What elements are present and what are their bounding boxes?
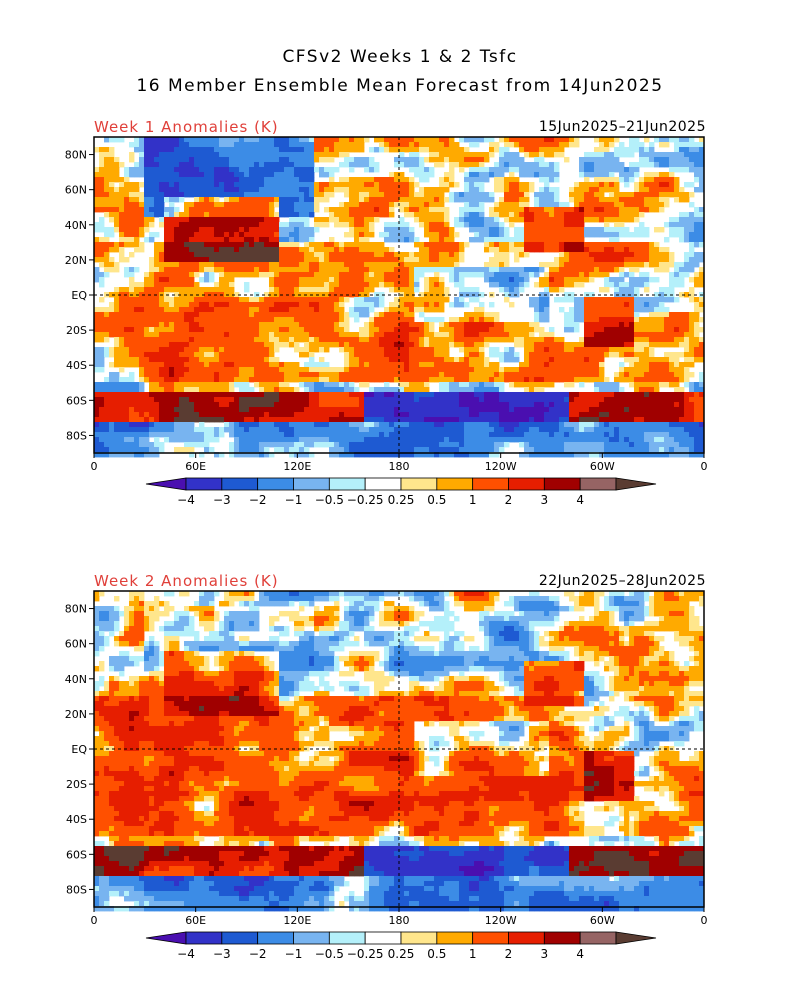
colorbar-swatch [257,477,294,491]
lon-label: 0 [91,460,98,473]
colorbar-low-arrow [145,477,187,491]
panel1-label: Week 1 Anomalies (K) [94,118,279,136]
colorbar-swatch [543,931,581,945]
colorbar-label: −1 [285,493,303,507]
colorbar-swatch [436,931,474,945]
lat-label: 20N [65,708,87,721]
colorbar-label: 0.25 [388,947,415,961]
lon-label: 120E [283,914,311,927]
colorbar-label: −2 [249,947,267,961]
colorbar-label: 0.5 [427,493,446,507]
colorbar-swatch [400,477,438,491]
lon-label: 60E [185,460,206,473]
colorbar-swatch [364,477,402,491]
colorbar-label: 0.5 [427,947,446,961]
lon-label: 120E [283,460,311,473]
colorbar-label: 4 [576,947,584,961]
lon-label: 0 [701,914,708,927]
colorbar-swatch [472,931,509,945]
map-panel-1 [94,137,705,458]
colorbar-label: −2 [249,493,267,507]
colorbar-swatch [364,931,402,945]
lat-label: 80N [65,603,87,616]
panel1-dates: 15Jun2025–21Jun2025 [538,119,706,135]
colorbar-swatch [185,477,223,491]
lat-label: 80S [66,883,87,896]
colorbar-label: 2 [505,947,513,961]
lat-label: 40S [66,813,87,826]
colorbar-label: 1 [469,493,477,507]
lon-label: 0 [91,914,98,927]
colorbar-swatch [185,931,223,945]
colorbar-swatch [543,477,581,491]
lon-label: 120W [485,914,517,927]
colorbar: −4 −3 −2 −1 −0.5 −0.25 0.25 0.5 1 2 3 4 [145,477,657,507]
colorbar-label: 4 [576,493,584,507]
lat-label: 60S [66,848,87,861]
colorbar-label: −4 [177,493,195,507]
lat-label: 20S [66,324,87,337]
lat-label: EQ [71,743,87,756]
colorbar-swatch [400,931,438,945]
lon-label: 120W [485,460,517,473]
colorbar-swatch [508,477,545,491]
lat-label: 60N [65,638,87,651]
lat-label: 80N [65,149,87,162]
lon-label: 180 [389,914,410,927]
colorbar-label: 3 [541,947,549,961]
colorbar-swatch [257,931,294,945]
colorbar-swatch [472,477,509,491]
colorbar-low-arrow [145,931,187,945]
colorbar-swatch [293,931,330,945]
colorbar-label: 2 [505,493,513,507]
lat-label: 40N [65,219,87,232]
colorbar-swatch [328,477,366,491]
colorbar-label: 3 [541,493,549,507]
colorbar-swatch [293,477,330,491]
colorbar: −4 −3 −2 −1 −0.5 −0.25 0.25 0.5 1 2 3 4 [145,931,657,961]
lat-label: EQ [71,289,87,302]
lat-label: 80S [66,429,87,442]
figure-title: CFSv2 Weeks 1 & 2 Tsfc [282,47,518,67]
colorbar-label: 1 [469,947,477,961]
colorbar-label: −0.5 [315,493,344,507]
lat-label: 40S [66,359,87,372]
lat-label: 60S [66,394,87,407]
lon-label: 60W [590,460,615,473]
colorbar-swatch [579,477,617,491]
colorbar-swatch [221,931,259,945]
colorbar-label: −0.25 [347,947,384,961]
colorbar-swatch [436,477,474,491]
colorbar-label: 0.25 [388,493,415,507]
map-panel-2 [94,591,705,912]
colorbar-label: −0.25 [347,493,384,507]
colorbar-label: −3 [213,493,231,507]
lat-label: 20N [65,254,87,267]
colorbar-label: −3 [213,947,231,961]
colorbar-swatch [579,931,617,945]
lon-label: 60E [185,914,206,927]
panel2-label: Week 2 Anomalies (K) [94,572,279,590]
colorbar-swatch [328,931,366,945]
lon-label: 60W [590,914,615,927]
lat-label: 40N [65,673,87,686]
colorbar-label: −0.5 [315,947,344,961]
colorbar-high-arrow [615,477,657,491]
colorbar-high-arrow [615,931,657,945]
lat-label: 60N [65,184,87,197]
lon-label: 0 [701,460,708,473]
lat-label: 20S [66,778,87,791]
lon-label: 180 [389,460,410,473]
figure-subtitle: 16 Member Ensemble Mean Forecast from 14… [136,76,664,96]
panel2-dates: 22Jun2025–28Jun2025 [538,573,706,589]
colorbar-swatch [221,477,259,491]
colorbar-label: −4 [177,947,195,961]
colorbar-swatch [508,931,545,945]
colorbar-label: −1 [285,947,303,961]
